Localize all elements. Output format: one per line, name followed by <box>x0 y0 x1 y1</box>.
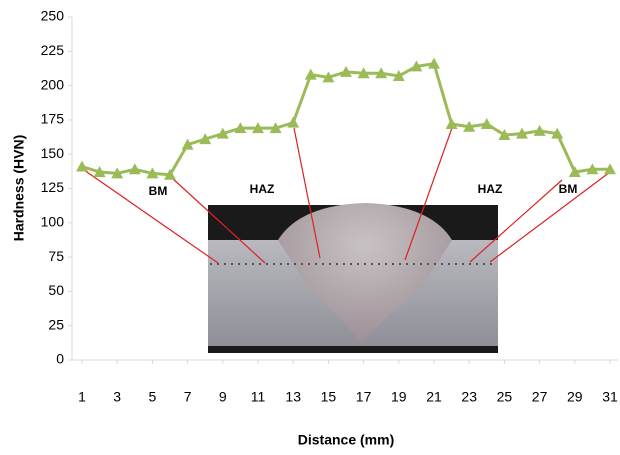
x-tick-label: 5 <box>149 389 157 405</box>
y-tick-label: 100 <box>41 214 65 230</box>
data-point <box>287 116 300 128</box>
x-tick-label: 29 <box>567 389 583 405</box>
weld-photo <box>208 203 498 353</box>
y-tick-label: 125 <box>41 179 65 195</box>
data-point <box>340 65 352 77</box>
data-point <box>164 168 176 180</box>
data-point <box>234 122 247 134</box>
data-point <box>551 127 564 139</box>
data-point <box>252 122 264 134</box>
y-tick-label: 175 <box>41 111 65 127</box>
x-tick-label: 27 <box>532 389 548 405</box>
data-point <box>392 69 405 81</box>
y-tick-label: 200 <box>41 76 65 92</box>
annotation: WM <box>357 182 378 196</box>
annotation: HAZ <box>250 182 275 196</box>
x-tick-label: 3 <box>113 389 121 405</box>
x-axis-label: Distance (mm) <box>298 432 394 448</box>
data-point <box>128 163 141 175</box>
data-point <box>568 166 581 178</box>
data-point <box>76 160 88 172</box>
data-point <box>357 67 370 79</box>
data-point <box>111 167 124 179</box>
y-axis-label: Hardness (HVN) <box>11 135 27 242</box>
data-point <box>445 118 458 130</box>
data-point <box>516 127 528 139</box>
y-tick-label: 250 <box>41 8 65 24</box>
x-tick-label: 9 <box>219 389 227 405</box>
data-point <box>199 133 212 145</box>
data-point <box>269 122 282 134</box>
data-point <box>498 128 511 140</box>
x-tick-label: 13 <box>285 389 301 405</box>
y-tick-label: 25 <box>48 316 64 332</box>
annotation: BM <box>559 182 578 196</box>
data-point <box>604 163 616 175</box>
data-point <box>304 68 317 80</box>
data-point <box>533 124 546 136</box>
annotation: HAZ <box>478 182 503 196</box>
data-point <box>146 167 159 179</box>
x-tick-label: 15 <box>321 389 337 405</box>
x-tick-label: 11 <box>251 389 266 405</box>
data-point <box>375 67 388 79</box>
y-tick-label: 225 <box>41 42 65 58</box>
x-tick-label: 7 <box>184 389 192 405</box>
data-point <box>322 71 335 83</box>
data-point <box>428 57 440 69</box>
x-tick-label: 1 <box>78 389 86 405</box>
data-point <box>586 163 599 175</box>
data-point <box>216 127 229 139</box>
data-point <box>480 118 493 130</box>
x-tick-label: 21 <box>426 389 442 405</box>
data-point <box>181 138 194 150</box>
series-line <box>81 61 610 177</box>
x-tick-label: 23 <box>461 389 477 405</box>
data-point <box>93 166 106 178</box>
x-tick-label: 17 <box>356 389 372 405</box>
data-point <box>463 120 476 132</box>
y-tick-label: 150 <box>41 145 65 161</box>
pointer-lines <box>83 127 611 264</box>
y-tick-label: 75 <box>48 248 64 264</box>
y-tick-label: 50 <box>48 282 64 298</box>
x-tick-label: 31 <box>602 389 618 405</box>
annotation: BM <box>149 184 168 198</box>
x-tick-label: 19 <box>391 389 407 405</box>
x-tick-label: 25 <box>497 389 513 405</box>
y-tick-label: 0 <box>56 351 64 367</box>
data-point <box>410 60 423 72</box>
